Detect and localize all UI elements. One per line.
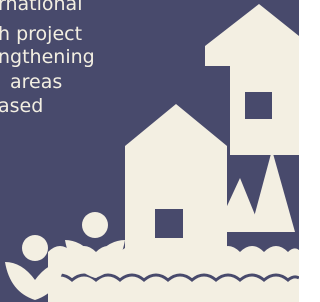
flower	[82, 212, 108, 238]
text-line: ngthening	[0, 46, 95, 68]
text-line: ased	[0, 95, 43, 117]
text-line: rnational	[0, 0, 82, 15]
illustration: rnational h project ngthening areas ased	[0, 0, 299, 302]
window	[245, 92, 272, 119]
text-line: h project	[0, 23, 82, 45]
text-line: areas	[10, 71, 62, 93]
window	[155, 209, 183, 238]
flower	[22, 235, 48, 261]
